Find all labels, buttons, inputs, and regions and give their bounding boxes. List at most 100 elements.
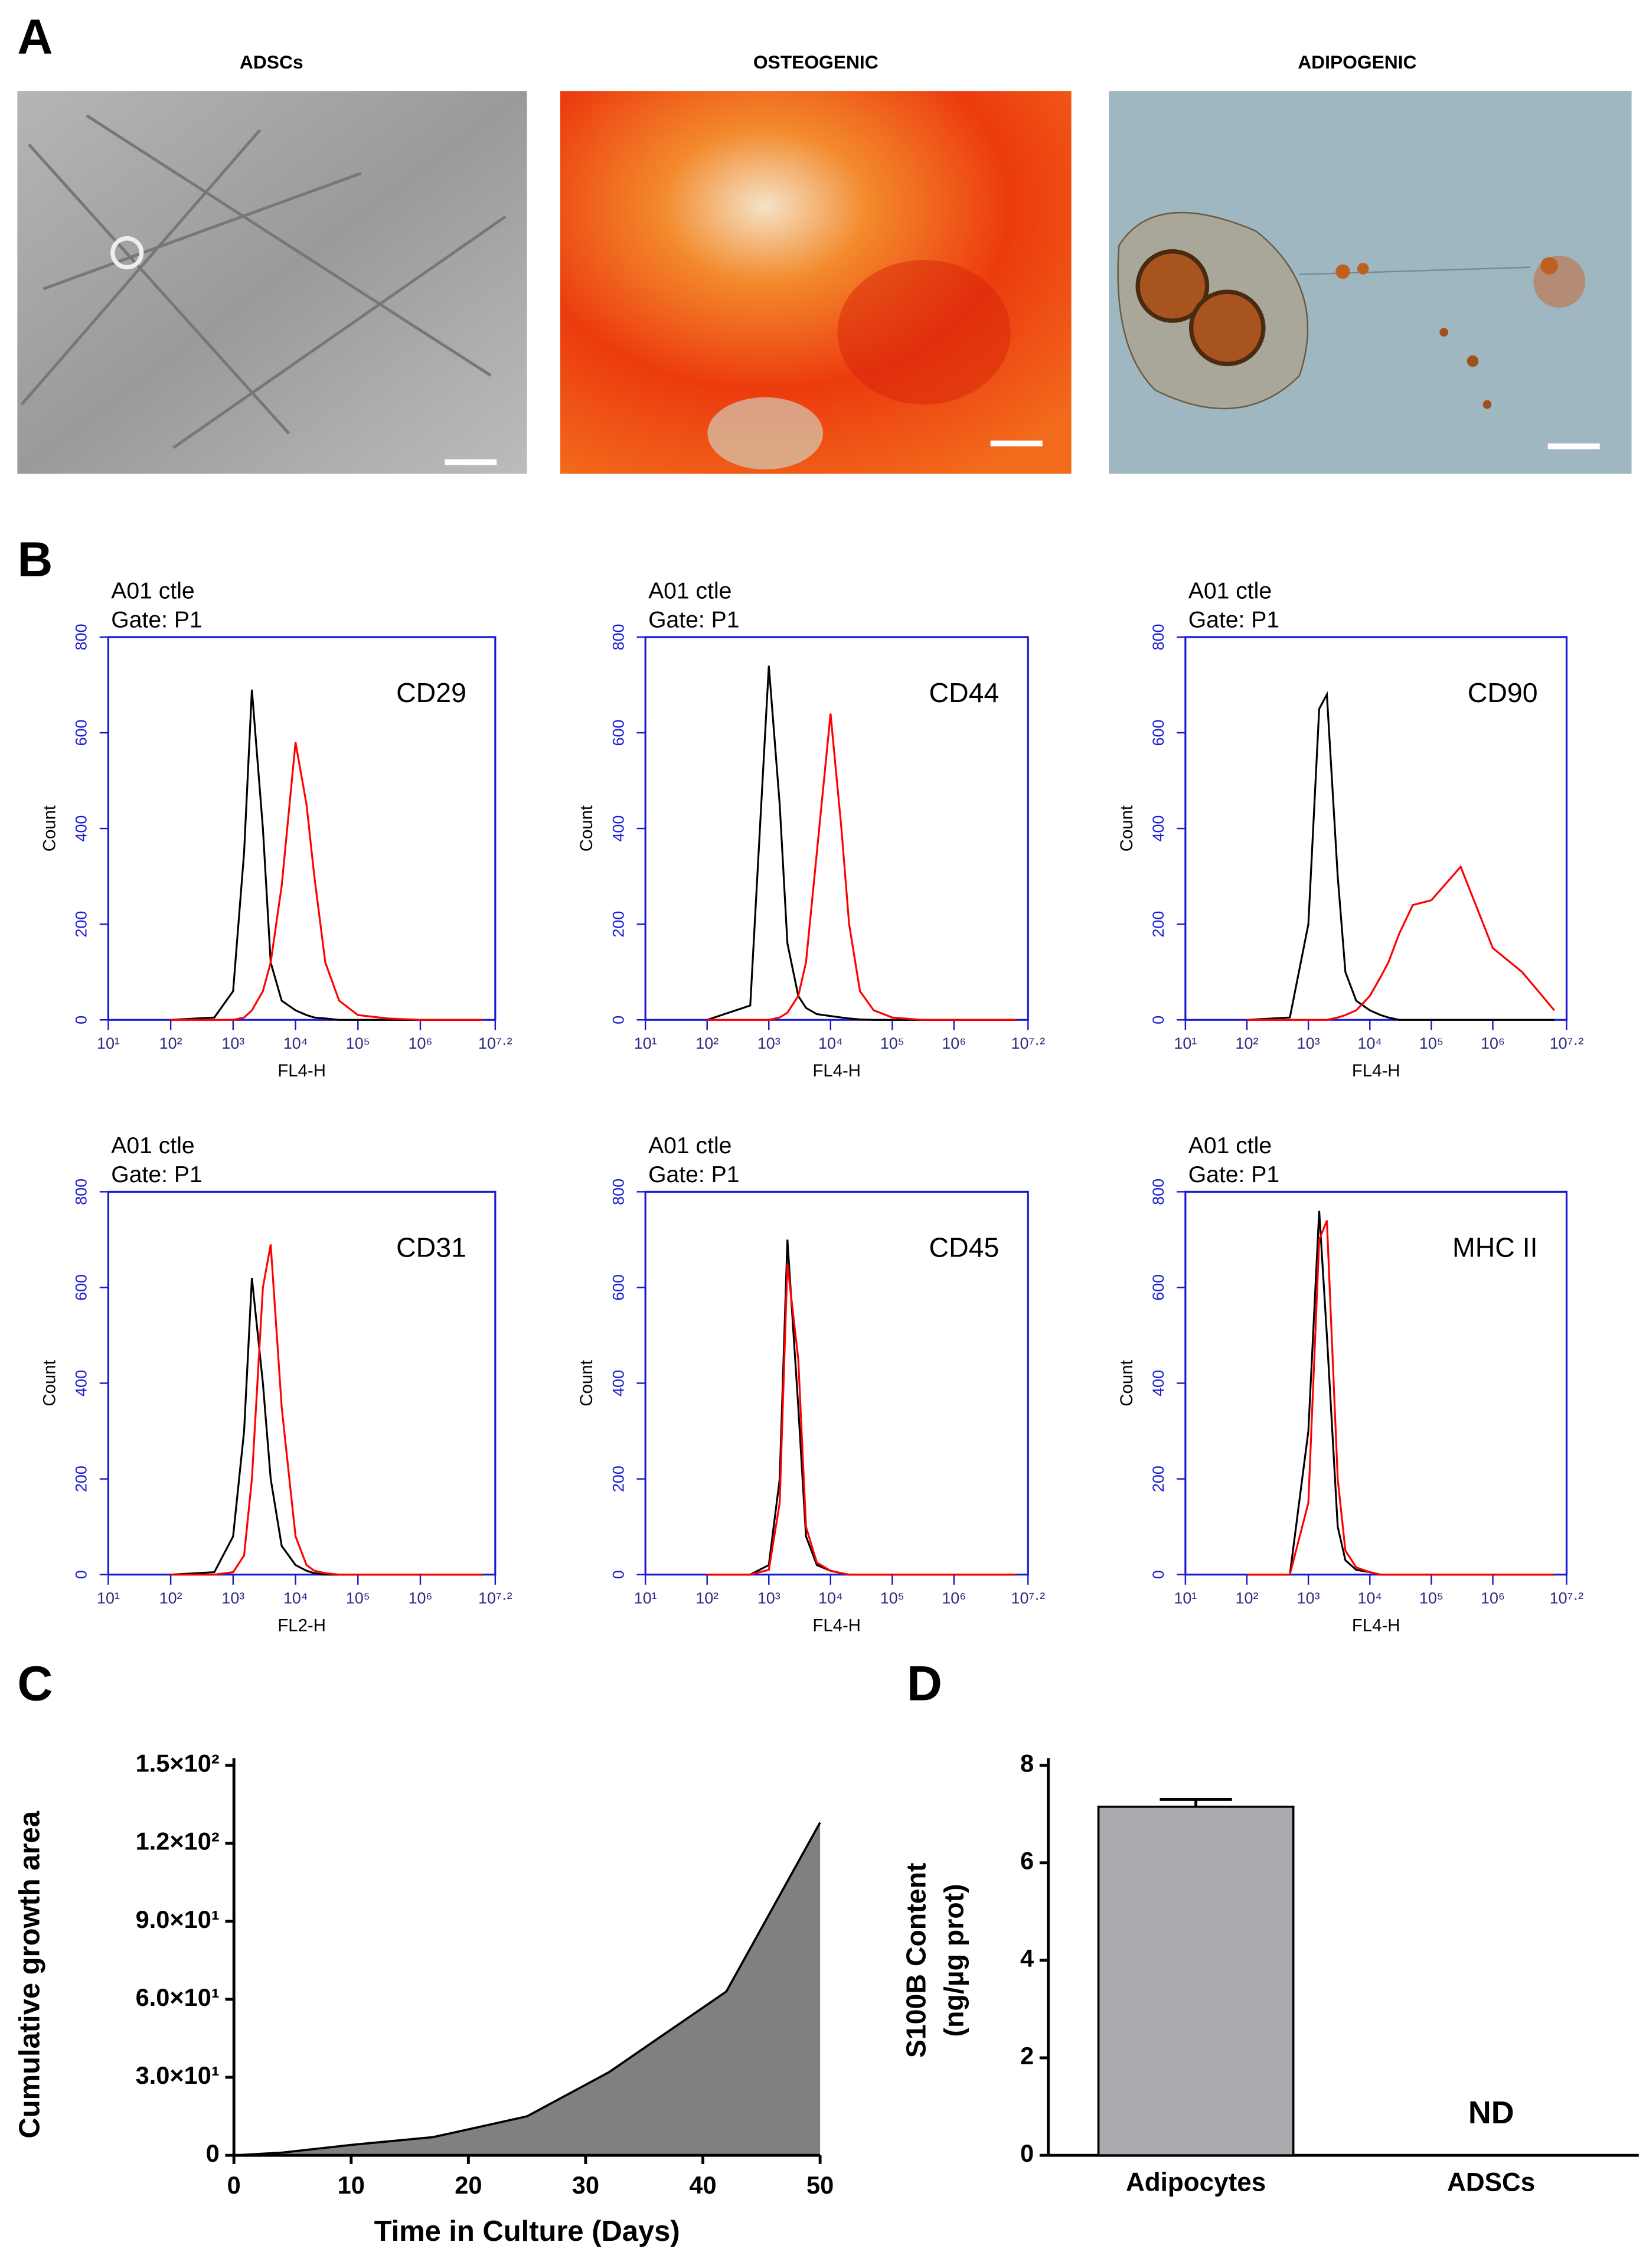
y-tick-label: 800 — [73, 1179, 90, 1205]
x-tick-label: 10⁵ — [346, 1589, 370, 1607]
x-tick-label: 10³ — [221, 1589, 244, 1607]
x-tick-label: 30 — [572, 2171, 599, 2199]
x-tick-label: 10¹ — [1174, 1589, 1197, 1607]
y-tick-label: 1.2×10² — [136, 1828, 220, 1855]
y-tick-label: 2 — [1020, 2042, 1034, 2070]
y-axis-label: Count — [40, 805, 59, 851]
x-tick-label: 10³ — [1297, 1035, 1320, 1052]
x-tick-label: 10² — [159, 1035, 182, 1052]
y-tick-label: 800 — [1149, 1179, 1167, 1205]
y-tick-label: 0 — [609, 1016, 627, 1024]
header-text: A01 ctle — [111, 1133, 194, 1159]
y-tick-label: 200 — [609, 911, 627, 938]
x-tick-label: 10⁶ — [942, 1589, 966, 1607]
x-tick-label: 10⁵ — [346, 1035, 370, 1052]
x-tick-label: 20 — [455, 2171, 482, 2199]
header-text: A01 ctle — [1188, 578, 1272, 603]
x-tick-label: 10³ — [757, 1589, 780, 1607]
y-tick-label: 0 — [1149, 1016, 1167, 1024]
micrograph — [17, 91, 527, 474]
y-tick-label: 0 — [1020, 2139, 1034, 2167]
image-title: ADSCs — [240, 51, 303, 73]
x-tick-label: 10⁷·² — [1550, 1035, 1584, 1052]
x-axis-label: FL2-H — [277, 1616, 326, 1636]
marker-label: CD31 — [396, 1232, 466, 1262]
header-text: Gate: P1 — [111, 1162, 202, 1187]
x-axis-label: FL4-H — [277, 1061, 326, 1081]
x-tick-label: 10¹ — [634, 1589, 657, 1607]
y-tick-label: 800 — [609, 1179, 627, 1205]
x-tick-label: 10³ — [757, 1035, 780, 1052]
y-tick-label: 0 — [73, 1570, 90, 1579]
x-tick-label: Adipocytes — [1126, 2168, 1266, 2197]
y-tick-label: 0 — [609, 1570, 627, 1579]
y-tick-label: 600 — [609, 720, 627, 746]
x-tick-label: 10² — [159, 1589, 182, 1607]
y-axis-label: Count — [577, 805, 596, 851]
x-tick-label: 10² — [1236, 1589, 1259, 1607]
y-tick-label: 1.5×10² — [136, 1750, 220, 1777]
x-tick-label: 10⁶ — [1481, 1035, 1505, 1052]
x-tick-label: 10⁴ — [1358, 1035, 1382, 1052]
micrograph — [560, 91, 1072, 474]
x-axis-label: FL4-H — [812, 1061, 861, 1081]
header-text: Gate: P1 — [111, 607, 202, 632]
histogram-line — [707, 1239, 1016, 1576]
x-tick-label: 10⁴ — [1358, 1589, 1382, 1607]
x-tick-label: 10⁶ — [942, 1035, 966, 1052]
y-axis-label: S100B Content — [901, 1863, 932, 2058]
header-text: A01 ctle — [111, 578, 194, 603]
y-tick-label: 400 — [73, 815, 90, 842]
x-tick-label: 10⁷·² — [1011, 1035, 1046, 1052]
y-axis-label: Cumulative growth area — [14, 1810, 46, 2138]
x-axis-label: Time in Culture (Days) — [374, 2215, 680, 2247]
value-label: ND — [1468, 2095, 1514, 2130]
panel-label: C — [17, 1656, 53, 1711]
y-tick-label: 400 — [73, 1370, 90, 1396]
x-tick-label: 10¹ — [1174, 1035, 1197, 1052]
x-tick-label: ADSCs — [1447, 2168, 1535, 2197]
histogram-line — [171, 1244, 483, 1576]
y-tick-label: 3.0×10¹ — [136, 2061, 220, 2089]
x-tick-label: 10⁷·² — [1011, 1589, 1046, 1607]
histogram-line — [1246, 1210, 1554, 1576]
micrograph — [1109, 91, 1632, 474]
x-tick-label: 10⁴ — [283, 1035, 308, 1052]
y-tick-label: 4 — [1020, 1944, 1034, 1972]
y-tick-label: 600 — [609, 1274, 627, 1301]
x-tick-label: 10⁶ — [1481, 1589, 1505, 1607]
area-fill — [234, 1822, 821, 2156]
x-tick-label: 10⁶ — [409, 1035, 433, 1052]
bar — [1097, 1805, 1295, 2157]
y-tick-label: 6 — [1020, 1847, 1034, 1875]
histogram-line — [707, 1263, 1016, 1576]
histogram-line — [171, 689, 483, 1021]
y-tick-label: 600 — [1149, 720, 1167, 746]
y-tick-label: 200 — [609, 1466, 627, 1492]
image-title: OSTEOGENIC — [753, 51, 878, 73]
x-tick-label: 40 — [689, 2171, 716, 2199]
y-axis-label: Count — [577, 1360, 596, 1406]
histogram-line — [171, 1278, 483, 1576]
header-text: Gate: P1 — [648, 607, 739, 632]
marker-label: CD29 — [396, 677, 466, 708]
image-title: ADIPOGENIC — [1298, 51, 1416, 73]
y-tick-label: 600 — [1149, 1274, 1167, 1301]
area-line — [234, 1822, 821, 2157]
x-tick-label: 10¹ — [634, 1035, 657, 1052]
y-tick-label: 800 — [609, 624, 627, 650]
y-tick-label: 800 — [1149, 624, 1167, 650]
x-tick-label: 10¹ — [97, 1589, 120, 1607]
y-tick-label: 400 — [1149, 815, 1167, 842]
x-tick-label: 10⁵ — [1419, 1589, 1443, 1607]
header-text: A01 ctle — [648, 1133, 731, 1159]
y-tick-label: 400 — [609, 815, 627, 842]
x-tick-label: 10¹ — [97, 1035, 120, 1052]
histogram-line — [1246, 1220, 1554, 1576]
y-tick-label: 9.0×10¹ — [136, 1905, 220, 1933]
panel-label: B — [17, 532, 53, 587]
y-axis-label: Count — [40, 1360, 59, 1406]
y-tick-label: 400 — [609, 1370, 627, 1396]
y-tick-label: 0 — [1149, 1570, 1167, 1579]
